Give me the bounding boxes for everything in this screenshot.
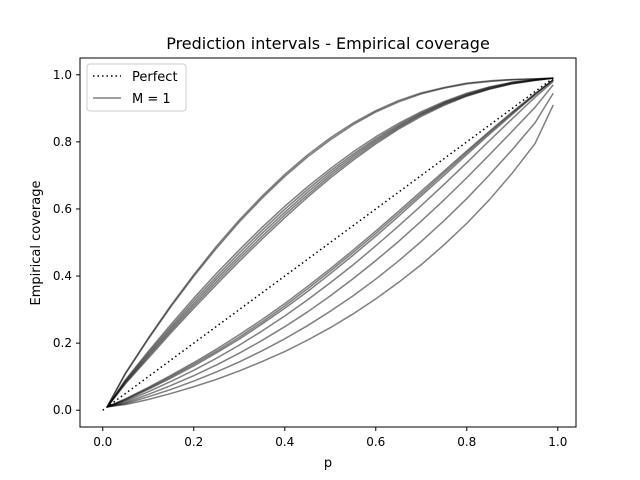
- y-tick-label-1: 0.2: [53, 336, 72, 350]
- y-axis-label: Empirical coverage: [29, 181, 44, 306]
- series-line-9: [107, 79, 554, 408]
- x-tick-label-0: 0.0: [93, 435, 112, 449]
- x-tick-label-5: 1.0: [548, 435, 567, 449]
- series-line-13: [107, 92, 554, 408]
- y-tick-label-4: 0.8: [53, 135, 72, 149]
- series-line-7: [106, 77, 554, 408]
- series-line-14: [107, 104, 554, 408]
- legend-label-series: M = 1: [132, 92, 171, 107]
- series-line-11: [107, 80, 554, 408]
- y-tick-label-5: 1.0: [53, 68, 72, 82]
- y-tick-label-0: 0.0: [53, 403, 72, 417]
- x-axis-label: p: [324, 456, 332, 471]
- x-tick-label-4: 0.8: [457, 435, 476, 449]
- legend: Perfect M = 1: [86, 63, 187, 112]
- legend-label-perfect: Perfect: [132, 70, 178, 85]
- series-line-10: [107, 79, 554, 408]
- x-tick-label-1: 0.2: [184, 435, 203, 449]
- series-line-3: [106, 77, 554, 408]
- series-line-12: [107, 84, 554, 408]
- chart-title: Prediction intervals - Empirical coverag…: [166, 34, 490, 53]
- series-lines: [102, 77, 554, 411]
- series-line-8: [106, 79, 554, 408]
- series-line-2: [106, 77, 554, 407]
- x-tick-label-2: 0.4: [275, 435, 294, 449]
- y-tick-label-2: 0.4: [53, 269, 72, 283]
- x-tick-label-3: 0.6: [366, 435, 385, 449]
- perfect-reference-line: [102, 77, 554, 411]
- plot-frame: [79, 57, 577, 428]
- y-tick-label-3: 0.6: [53, 202, 72, 216]
